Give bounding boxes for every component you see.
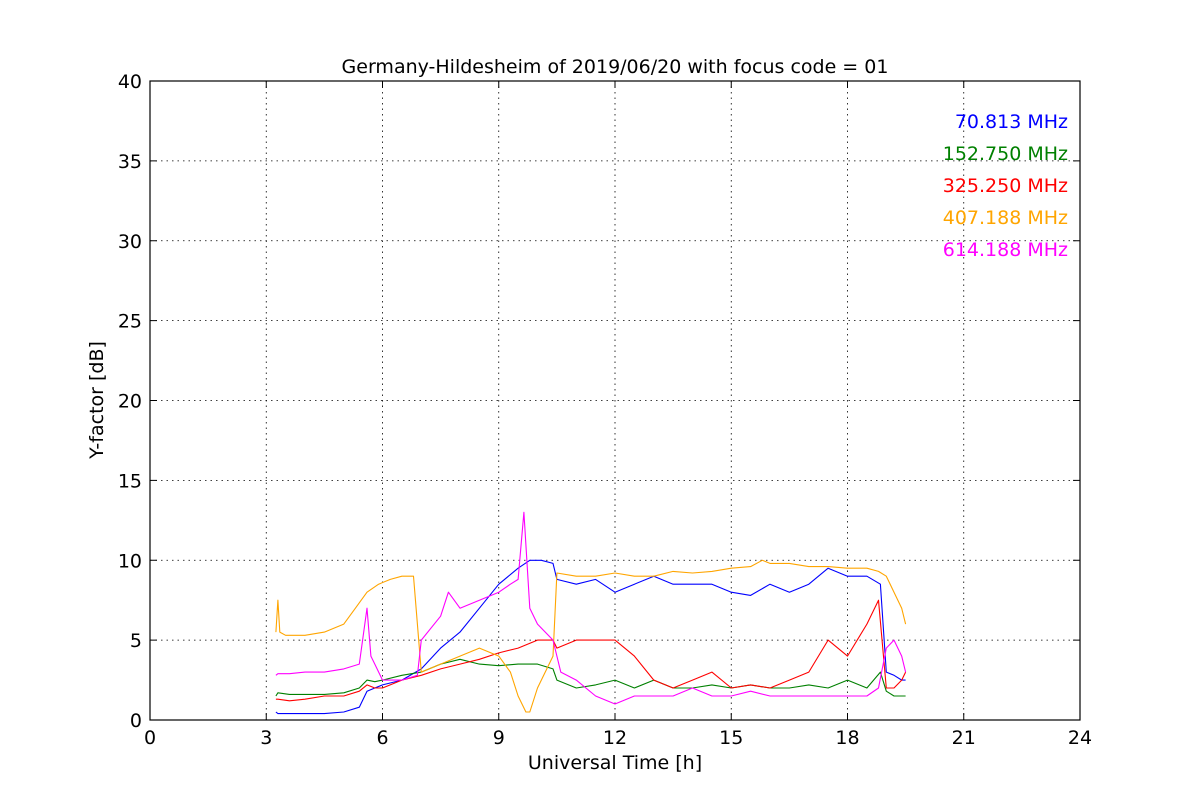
y-tick-label: 25 — [118, 311, 142, 333]
x-tick-label: 12 — [603, 727, 627, 749]
x-tick-label: 6 — [376, 727, 388, 749]
x-tick-label: 24 — [1068, 727, 1092, 749]
series-line-1 — [275, 658, 906, 697]
legend: 70.813 MHz 152.750 MHz 325.250 MHz 407.188 … — [943, 111, 1068, 261]
y-tick-label: 5 — [130, 630, 142, 652]
series-line-3 — [275, 559, 907, 713]
y-tick-label: 40 — [118, 71, 142, 93]
series-lines — [275, 511, 907, 715]
legend-entry: 325.250 MHz — [943, 175, 1068, 197]
legend-entry: 70.813 MHz — [955, 111, 1068, 133]
y-tick-label: 0 — [130, 710, 142, 732]
x-tick-label: 15 — [719, 727, 743, 749]
series-line-2 — [275, 599, 907, 702]
legend-entry: 407.188 MHz — [943, 207, 1068, 229]
y-tick-label: 15 — [118, 470, 142, 492]
y-tick-label: 35 — [118, 151, 142, 173]
y-axis-label: Y-factor [dB] — [86, 341, 108, 460]
y-tick-label: 30 — [118, 231, 142, 253]
y-tick-label: 20 — [118, 391, 142, 413]
legend-entry: 152.750 MHz — [943, 143, 1068, 165]
y-tick-label: 10 — [118, 550, 142, 572]
series-line-0 — [275, 559, 906, 715]
x-axis-label: Universal Time [h] — [528, 752, 702, 774]
series-line-4 — [275, 511, 907, 705]
legend-entry: 614.188 MHz — [943, 239, 1068, 261]
chart-title: Germany-Hildesheim of 2019/06/20 with fo… — [342, 56, 889, 78]
x-tick-label: 0 — [144, 727, 156, 749]
x-tick-label: 21 — [952, 727, 976, 749]
grid — [150, 81, 1080, 720]
axis-ticks: 0 3 6 9 12 15 18 21 24 0 5 10 15 20 25 30 35 40 — [118, 71, 1092, 749]
x-tick-label: 3 — [260, 727, 272, 749]
x-tick-label: 18 — [835, 727, 859, 749]
x-tick-label: 9 — [493, 727, 505, 749]
